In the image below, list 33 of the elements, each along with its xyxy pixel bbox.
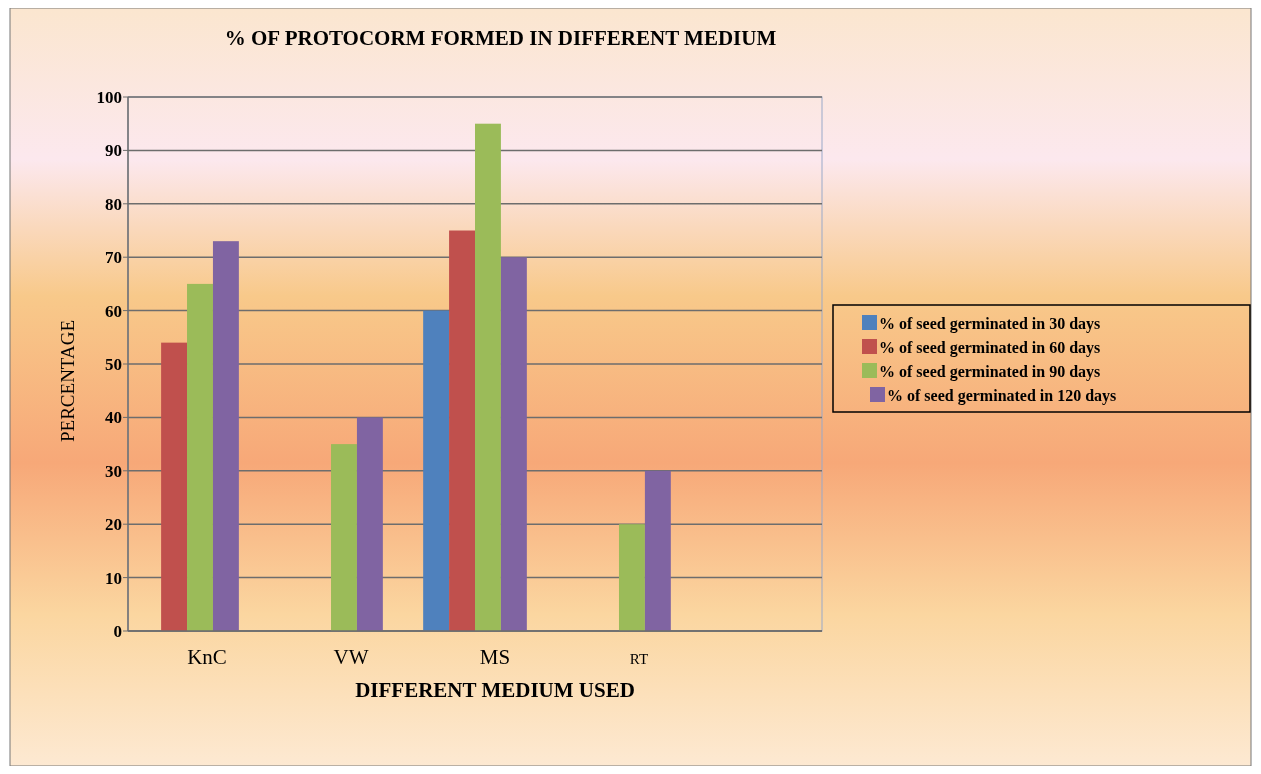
bar	[161, 342, 188, 631]
y-tick-label: 50	[105, 354, 122, 374]
legend-label: % of seed germinated in 120 days	[887, 386, 1117, 405]
y-axis-title: PERCENTAGE	[57, 320, 78, 442]
chart-title: % OF PROTOCORM FORMED IN DIFFERENT MEDIUM	[224, 26, 777, 50]
bar	[618, 524, 645, 631]
y-tick-label: 10	[105, 568, 122, 588]
bar	[644, 470, 671, 631]
y-tick-label: 70	[105, 248, 122, 268]
x-tick-label: VW	[333, 645, 369, 669]
legend-label: % of seed germinated in 90 days	[879, 362, 1101, 381]
bar	[475, 123, 501, 631]
bar	[449, 230, 475, 631]
y-tick-label: 40	[105, 408, 122, 428]
legend-label: % of seed germinated in 60 days	[879, 338, 1101, 357]
legend-label: % of seed germinated in 30 days	[879, 314, 1101, 333]
bar	[212, 241, 239, 631]
y-tick-label: 80	[105, 194, 122, 214]
bar	[423, 310, 450, 631]
bar	[187, 283, 213, 631]
x-axis-title: DIFFERENT MEDIUM USED	[355, 678, 635, 702]
x-tick-label: RT	[629, 651, 649, 667]
x-tick-label: MS	[479, 645, 511, 669]
y-tick-label: 60	[105, 301, 122, 321]
x-tick-label: KnC	[187, 645, 227, 669]
y-tick-label: 90	[105, 141, 122, 161]
y-tick-label: 100	[96, 87, 122, 107]
bar	[356, 417, 383, 631]
y-tick-label: 20	[105, 515, 122, 535]
y-tick-label: 0	[113, 621, 122, 641]
bar	[331, 444, 357, 631]
y-tick-label: 30	[105, 461, 122, 481]
bar	[500, 257, 527, 631]
